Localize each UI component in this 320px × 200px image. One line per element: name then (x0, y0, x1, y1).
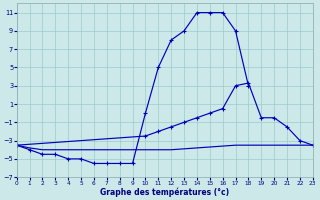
X-axis label: Graphe des températures (°c): Graphe des températures (°c) (100, 187, 229, 197)
